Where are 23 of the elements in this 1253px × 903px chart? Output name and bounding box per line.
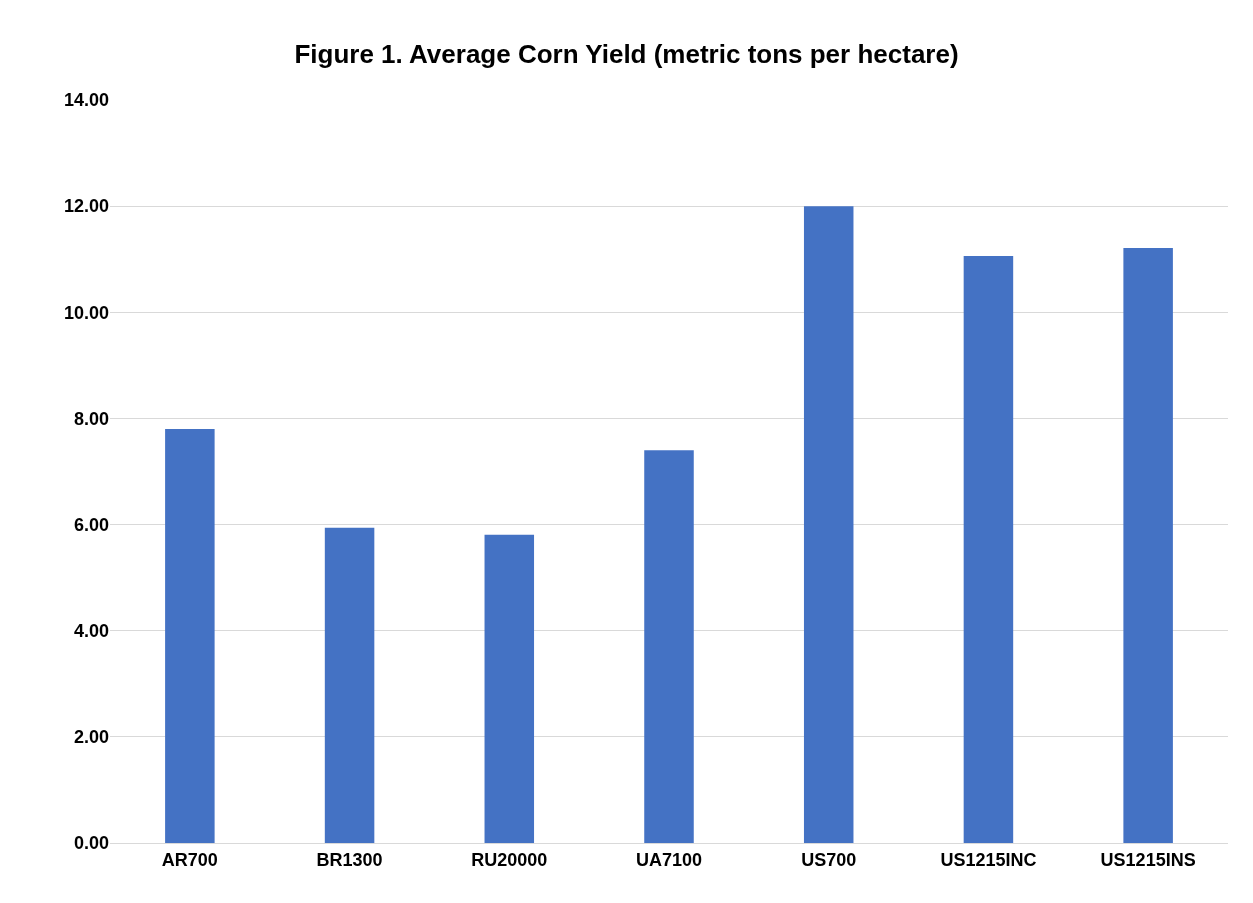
x-tick-label: UA7100 — [635, 849, 703, 870]
y-tick-label: 4.00 — [73, 621, 109, 642]
chart-title: Figure 1. Average Corn Yield (metric tons per hectare) — [294, 39, 959, 70]
y-tick-label: 8.00 — [73, 408, 109, 429]
bar — [484, 534, 535, 843]
x-tick-label: US1215INS — [1100, 849, 1196, 870]
x-tick-label: RU20000 — [471, 849, 548, 870]
bar — [324, 527, 375, 843]
y-tick-label: 6.00 — [73, 514, 109, 535]
x-tick-label: US1215INC — [940, 849, 1037, 870]
bar — [165, 429, 215, 843]
bar — [963, 256, 1014, 843]
bar — [644, 450, 694, 843]
y-tick-label: 10.00 — [63, 302, 109, 323]
x-tick-label: US700 — [801, 849, 857, 870]
y-tick-label: 14.00 — [63, 90, 109, 111]
y-tick-label: 0.00 — [73, 833, 109, 854]
x-tick-label: BR1300 — [316, 849, 383, 870]
x-tick-label: AR700 — [161, 849, 218, 870]
y-tick-label: 2.00 — [73, 727, 109, 748]
y-tick-label: 12.00 — [63, 196, 109, 217]
bar — [803, 206, 854, 843]
bar — [1123, 248, 1173, 843]
